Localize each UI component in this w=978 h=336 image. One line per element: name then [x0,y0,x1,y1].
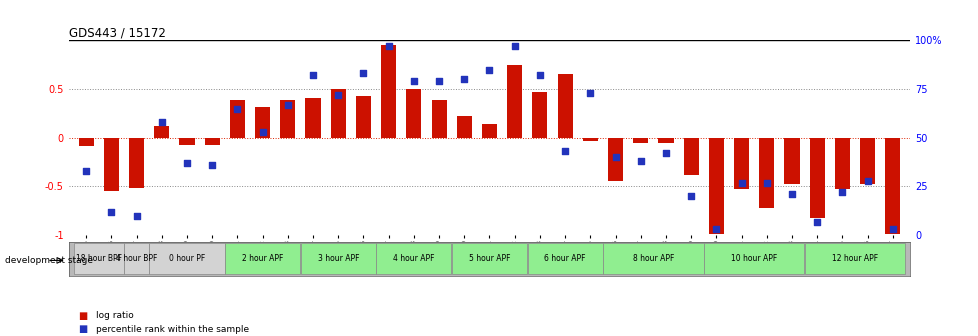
Bar [305,98,320,138]
Bar [607,138,622,181]
Bar [582,138,598,141]
Point [507,43,522,49]
Bar [230,100,244,138]
Text: 12 hour APF: 12 hour APF [831,254,877,263]
Text: 6 hour APF: 6 hour APF [544,254,585,263]
Bar [884,138,900,234]
Point [833,190,849,195]
Point [859,178,874,183]
Point [607,155,623,160]
Bar [759,138,774,208]
Point [431,79,447,84]
Text: development stage: development stage [5,256,93,265]
Point [204,162,220,168]
Point [406,79,422,84]
Point [230,106,245,111]
Point [456,77,471,82]
Bar [809,138,823,218]
Text: 8 hour APF: 8 hour APF [632,254,673,263]
Text: percentile rank within the sample: percentile rank within the sample [96,325,248,334]
Text: 10 hour APF: 10 hour APF [731,254,777,263]
Point [104,209,119,214]
Text: 4 hour APF: 4 hour APF [393,254,434,263]
Point [179,160,195,166]
Text: 4 hour BPF: 4 hour BPF [115,254,157,263]
Bar [708,138,723,234]
Bar [225,243,300,274]
Bar [129,138,144,188]
Text: 0 hour PF: 0 hour PF [169,254,205,263]
Point [708,227,724,232]
Point [582,90,598,96]
Bar [457,116,471,138]
Text: log ratio: log ratio [96,311,134,320]
Bar [179,138,195,144]
Bar [452,243,526,274]
Bar [481,124,497,138]
Point [280,102,295,107]
Bar [300,243,376,274]
Bar [204,138,219,144]
Point [556,149,572,154]
Bar [124,243,149,274]
Point [481,67,497,72]
Bar [804,243,905,274]
Text: 2 hour APF: 2 hour APF [242,254,283,263]
Text: 18 hour BPF: 18 hour BPF [75,254,121,263]
Bar [406,89,421,138]
Point [355,71,371,76]
Bar [527,243,602,274]
Text: ■: ■ [78,311,87,321]
Bar [703,243,804,274]
Point [783,192,799,197]
Bar [255,107,270,138]
Bar [633,138,647,143]
Point [254,129,270,135]
Bar [376,243,451,274]
Bar [104,138,118,192]
Bar [78,138,94,145]
Point [809,219,824,224]
Point [683,194,698,199]
Text: ■: ■ [78,324,87,334]
Bar [602,243,703,274]
Bar [155,126,169,138]
Point [331,92,346,97]
Point [380,43,396,49]
Bar [431,100,446,138]
Bar [783,138,799,183]
Point [758,180,774,185]
Bar [331,89,345,138]
Point [632,159,647,164]
Point [531,73,547,78]
Bar [557,75,572,138]
Bar [356,96,371,138]
Bar [834,138,849,190]
Text: 5 hour APF: 5 hour APF [468,254,510,263]
Point [305,73,321,78]
Bar [280,100,295,138]
Point [129,213,145,218]
Bar [507,65,521,138]
Text: 3 hour APF: 3 hour APF [317,254,359,263]
Text: GDS443 / 15172: GDS443 / 15172 [68,26,165,39]
Point [154,120,169,125]
Bar [658,138,673,143]
Bar [150,243,224,274]
Point [78,168,94,174]
Bar [73,243,123,274]
Bar [532,92,547,138]
Bar [734,138,748,190]
Point [884,227,900,232]
Bar [860,138,874,183]
Bar [683,138,698,175]
Point [733,180,748,185]
Bar [380,45,396,138]
Point [657,151,673,156]
